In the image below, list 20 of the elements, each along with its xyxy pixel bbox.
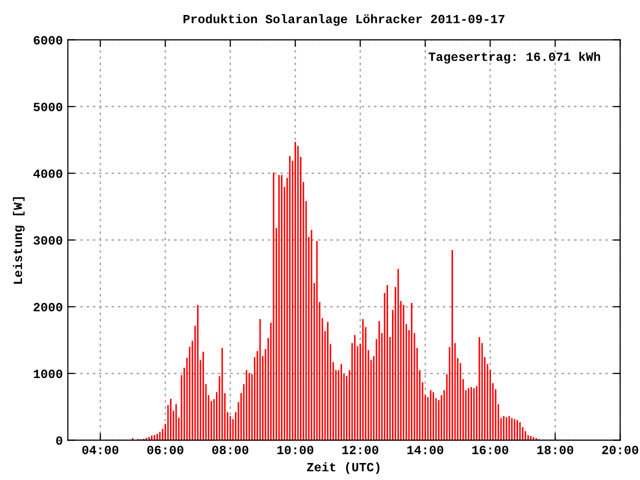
y-tick-label: 0 <box>56 436 62 445</box>
x-axis-title: Zeit (UTC) <box>307 462 380 474</box>
x-tick-label: 14:00 <box>407 446 444 454</box>
y-tick-label: 6000 <box>34 36 62 44</box>
y-tick-label: 3000 <box>34 236 62 245</box>
annotation: Tagesertrag: 16.071 kWh <box>428 52 600 64</box>
x-tick-label: 12:00 <box>342 446 378 454</box>
x-tick-label: 16:00 <box>472 446 508 454</box>
y-tick-label: 5000 <box>34 102 62 112</box>
x-tick-label: 18:00 <box>537 446 574 454</box>
y-axis-title: Leistung [W] <box>12 197 25 284</box>
y-tick-label: 1000 <box>34 370 62 378</box>
x-tick-label: 10:00 <box>277 446 314 454</box>
y-tick-label: 2000 <box>34 302 62 312</box>
x-tick-label: 20:00 <box>602 446 638 454</box>
x-tick-label: 04:00 <box>82 446 118 454</box>
x-tick-label: 08:00 <box>212 446 248 454</box>
x-tick-label: 06:00 <box>147 446 184 454</box>
chart-title: Produktion Solaranlage Löhracker 2011-09-17 <box>184 14 504 26</box>
y-tick-label: 4000 <box>33 169 62 178</box>
